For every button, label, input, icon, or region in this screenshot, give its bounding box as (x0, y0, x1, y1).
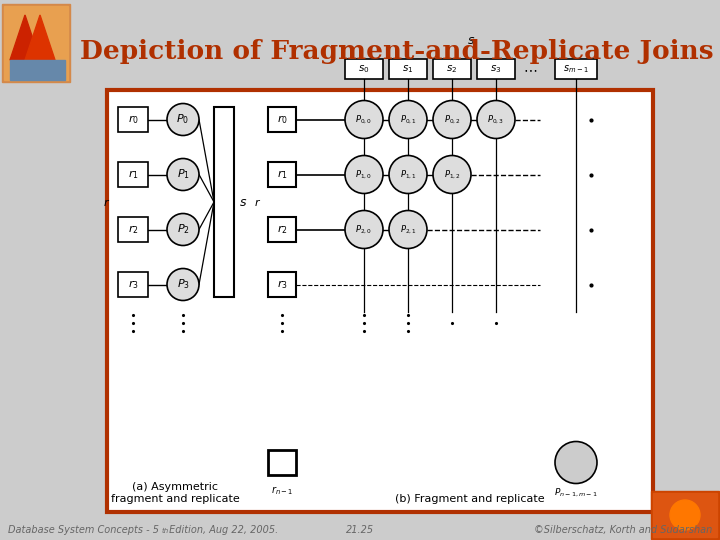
Circle shape (433, 156, 471, 193)
Circle shape (167, 213, 199, 246)
Text: $r$: $r$ (254, 197, 261, 207)
Text: $P_{1,2}$: $P_{1,2}$ (444, 168, 461, 181)
Bar (477, 59, 515, 79)
Text: $P_{1,0}$: $P_{1,0}$ (356, 168, 372, 181)
Text: Edition, Aug 22, 2005.: Edition, Aug 22, 2005. (166, 525, 278, 535)
Bar (653, 493, 717, 537)
Text: $s$: $s$ (239, 195, 247, 208)
Bar (0, 0, 720, 85)
Text: $r_2$: $r_2$ (127, 223, 138, 236)
Bar (268, 107, 296, 132)
Text: $s_2$: $s_2$ (446, 63, 458, 75)
Bar (268, 272, 296, 297)
Bar (10, 60, 65, 80)
Text: $P_{0,0}$: $P_{0,0}$ (356, 113, 372, 126)
Bar (118, 162, 148, 187)
Bar (345, 59, 383, 79)
Text: $P_{1,1}$: $P_{1,1}$ (400, 168, 416, 181)
Circle shape (670, 500, 700, 530)
Text: $r_3$: $r_3$ (127, 278, 138, 291)
Text: $s_0$: $s_0$ (359, 63, 370, 75)
Text: $r_1$: $r_1$ (127, 168, 138, 181)
Circle shape (167, 104, 199, 136)
Text: $s$: $s$ (467, 34, 475, 47)
Text: $r_{n-1}$: $r_{n-1}$ (271, 484, 293, 497)
Text: $s_{m-1}$: $s_{m-1}$ (563, 63, 589, 75)
Text: $P_3$: $P_3$ (176, 278, 189, 292)
Text: $P_1$: $P_1$ (176, 167, 189, 181)
Text: Depiction of Fragment-and-Replicate Joins: Depiction of Fragment-and-Replicate Join… (80, 39, 714, 64)
Text: th: th (162, 528, 169, 534)
Circle shape (389, 156, 427, 193)
Text: $P_{2,0}$: $P_{2,0}$ (356, 224, 372, 235)
Circle shape (167, 268, 199, 300)
Text: (b) Fragment and replicate: (b) Fragment and replicate (395, 494, 545, 504)
Bar (214, 107, 234, 297)
Bar (268, 450, 296, 475)
Bar (555, 59, 597, 79)
Bar (107, 90, 653, 512)
Text: $P_{2,1}$: $P_{2,1}$ (400, 224, 416, 235)
Text: $r_3$: $r_3$ (276, 278, 287, 291)
Circle shape (433, 100, 471, 138)
Circle shape (477, 100, 515, 138)
Circle shape (345, 211, 383, 248)
Text: 21.25: 21.25 (346, 525, 374, 535)
Circle shape (389, 100, 427, 138)
Text: $s_3$: $s_3$ (490, 63, 502, 75)
Text: ©Silberschatz, Korth and Sudarshan: ©Silberschatz, Korth and Sudarshan (534, 525, 712, 535)
Bar (268, 217, 296, 242)
Bar (433, 59, 471, 79)
Text: (a) Asymmetric
fragment and replicate: (a) Asymmetric fragment and replicate (111, 482, 239, 504)
Text: Database System Concepts - 5: Database System Concepts - 5 (8, 525, 159, 535)
Bar (4, 6, 68, 80)
Text: $r_2$: $r_2$ (276, 223, 287, 236)
Circle shape (555, 442, 597, 483)
Polygon shape (10, 15, 40, 60)
Bar (118, 217, 148, 242)
Circle shape (167, 159, 199, 191)
Text: $r_1$: $r_1$ (276, 168, 287, 181)
Polygon shape (25, 15, 55, 60)
Circle shape (345, 100, 383, 138)
Bar (2, 4, 70, 82)
Text: $r_0$: $r_0$ (276, 113, 287, 126)
Text: $s_1$: $s_1$ (402, 63, 414, 75)
Text: $r_0$: $r_0$ (127, 113, 138, 126)
Text: $P_{n-1, m-1}$: $P_{n-1, m-1}$ (554, 487, 598, 499)
Bar (118, 107, 148, 132)
Text: $r$: $r$ (103, 197, 110, 207)
Bar (651, 491, 719, 539)
Text: $P_{0,3}$: $P_{0,3}$ (487, 113, 505, 126)
Bar (118, 272, 148, 297)
Bar (389, 59, 427, 79)
Text: $P_2$: $P_2$ (176, 222, 189, 237)
Circle shape (389, 211, 427, 248)
Text: $P_{0,2}$: $P_{0,2}$ (444, 113, 461, 126)
Circle shape (345, 156, 383, 193)
Text: $P_0$: $P_0$ (176, 113, 189, 126)
Text: $P_{0,1}$: $P_{0,1}$ (400, 113, 416, 126)
Text: $\cdots$: $\cdots$ (523, 62, 537, 76)
Bar (268, 162, 296, 187)
